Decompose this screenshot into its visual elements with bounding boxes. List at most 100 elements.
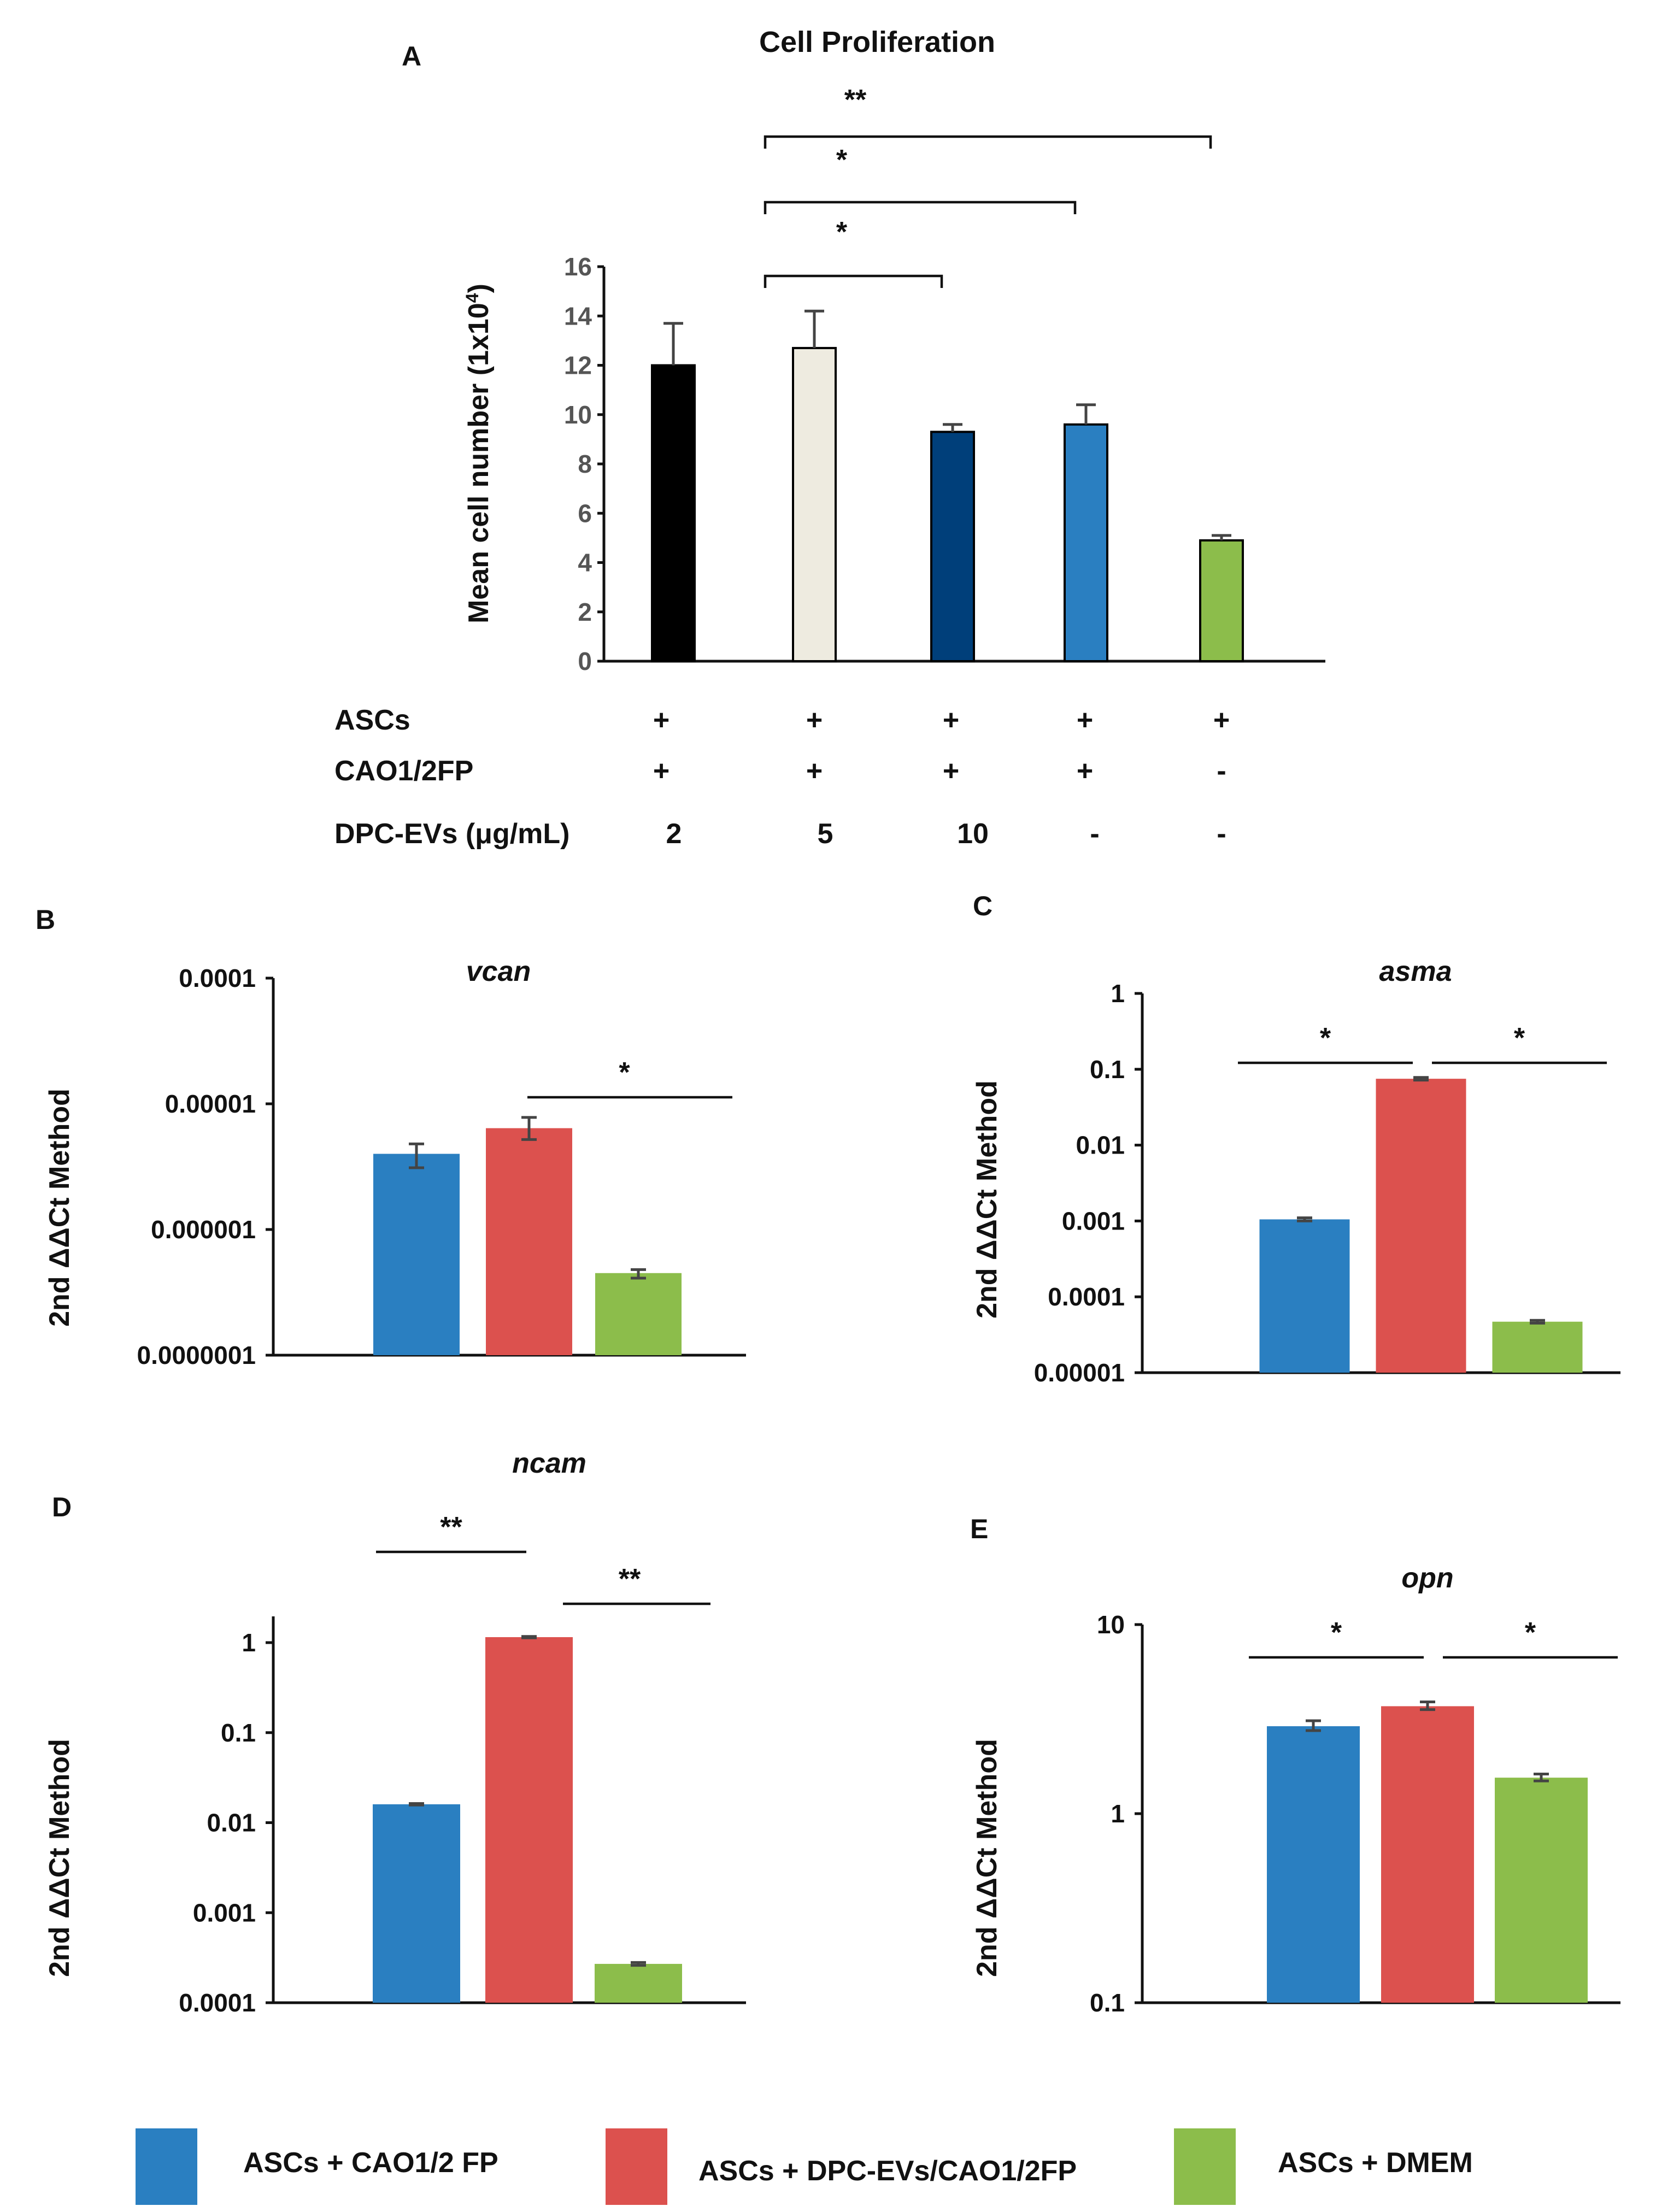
bar-b xyxy=(486,1128,572,1355)
y-tick-label-d: 1 xyxy=(242,1628,256,1657)
condition-row-value: + xyxy=(1213,704,1230,736)
legend-label-0: ASCs + CAO1/2 FP xyxy=(243,2147,498,2179)
chart-title-a: Cell Proliferation xyxy=(759,26,995,58)
y-axis-label-a-superscript: 4 xyxy=(462,293,482,303)
y-axis-label-b: 2nd ΔΔCt Method xyxy=(44,1089,75,1327)
significance-label-e: * xyxy=(1525,1617,1536,1649)
y-tick-label-c: 0.1 xyxy=(1090,1055,1125,1084)
chart-title-e: opn xyxy=(1401,1562,1453,1594)
bar-a xyxy=(651,364,696,662)
bar-c xyxy=(1492,1321,1583,1373)
y-tick-label-a: 16 xyxy=(564,252,592,281)
condition-row-value: - xyxy=(1217,818,1226,850)
legend-label-1: ASCs + DPC-EVs/CAO1/2FP xyxy=(698,2155,1077,2187)
legend-item: ASCs + CAO1/2 FP xyxy=(136,2128,498,2205)
panel-b: B vcan 2nd ΔΔCt Method 0.0000001 0.000001… xyxy=(36,904,746,1369)
significance-label-a: * xyxy=(836,144,848,176)
bar-a xyxy=(1064,423,1108,662)
significance-label-c: * xyxy=(1514,1022,1525,1054)
y-tick-label-d: 0.1 xyxy=(221,1719,256,1747)
y-tick-label-e: 10 xyxy=(1097,1610,1125,1639)
y-tick-label-e: 0.1 xyxy=(1090,1989,1125,2017)
bar-d xyxy=(485,1637,573,2003)
condition-row-value: + xyxy=(943,755,959,787)
condition-row-label: ASCs xyxy=(334,704,410,736)
y-tick-label-c: 0.0001 xyxy=(1048,1283,1125,1311)
condition-row-value: 10 xyxy=(957,818,989,850)
legend-swatch-0 xyxy=(136,2128,197,2205)
y-axis-label-a-end: ) xyxy=(463,284,495,293)
bar-c xyxy=(1259,1219,1350,1373)
panel-e: E opn 2nd ΔΔCt Method 0.1 1 10 * * xyxy=(970,1514,1620,2017)
y-tick-label-c: 1 xyxy=(1111,979,1125,1008)
significance-bracket-a xyxy=(764,135,1212,149)
condition-row-value: + xyxy=(1077,755,1093,787)
significance-label-d: ** xyxy=(619,1563,641,1595)
legend-item: ASCs + DMEM xyxy=(1174,2128,1473,2205)
bar-b xyxy=(373,1154,460,1355)
significance-bracket-a xyxy=(764,274,943,288)
significance-label-d: ** xyxy=(440,1511,462,1543)
y-tick-label-c: 0.00001 xyxy=(1034,1358,1125,1387)
y-tick-label-a: 0 xyxy=(578,647,592,675)
y-tick-label-d: 0.01 xyxy=(207,1809,256,1837)
y-tick-label-a: 8 xyxy=(578,450,592,478)
panel-c: C asma 2nd ΔΔCt Method 0.000010.00010.00… xyxy=(971,891,1620,1387)
legend-item: ASCs + DPC-EVs/CAO1/2FP xyxy=(606,2128,1077,2205)
significance-label-e: * xyxy=(1331,1617,1342,1649)
legend-label-2: ASCs + DMEM xyxy=(1278,2147,1473,2179)
panel-a: A Cell Proliferation Mean cell number (1… xyxy=(334,26,1325,850)
condition-row-value: + xyxy=(653,704,670,736)
y-tick-label-b: 0.0001 xyxy=(179,964,256,992)
y-tick-label-c: 0.01 xyxy=(1076,1131,1125,1160)
bar-b xyxy=(595,1273,682,1355)
condition-row-value: + xyxy=(653,755,670,787)
chart-title-d: ncam xyxy=(512,1448,586,1479)
y-tick-label-d: 0.001 xyxy=(193,1898,256,1927)
panel-letter-a: A xyxy=(402,41,421,72)
significance-label-a: ** xyxy=(844,84,867,116)
significance-label-a: * xyxy=(836,216,848,248)
marks-b: 0.0000001 0.000001 0.00001 0.0001 * xyxy=(137,964,746,1369)
significance-label-c: * xyxy=(1320,1022,1331,1054)
y-tick-label-c: 0.001 xyxy=(1062,1207,1125,1235)
bar-e xyxy=(1381,1706,1474,2003)
condition-row-value: - xyxy=(1090,818,1099,850)
bar-a xyxy=(792,346,837,662)
condition-row-value: 2 xyxy=(666,818,682,850)
panel-letter-e: E xyxy=(970,1514,988,1544)
chart-title-c: asma xyxy=(1379,956,1452,987)
condition-row-value: - xyxy=(1217,755,1226,787)
y-tick-label-b: 0.0000001 xyxy=(137,1341,256,1369)
legend: ASCs + CAO1/2 FP ASCs + DPC-EVs/CAO1/2FP… xyxy=(136,2128,1473,2205)
marks-d: 0.0001 0.001 0.01 0.1 1 ** ** xyxy=(179,1511,746,2017)
panel-letter-d: D xyxy=(52,1492,72,1522)
legend-swatch-2 xyxy=(1174,2128,1236,2205)
condition-row-label: CAO1/2FP xyxy=(334,755,473,787)
condition-row-value: + xyxy=(806,755,823,787)
significance-label-b: * xyxy=(619,1057,630,1089)
panel-letter-b: B xyxy=(36,904,55,935)
bar-d xyxy=(595,1963,682,2003)
y-tick-label-a: 14 xyxy=(564,302,592,330)
y-tick-label-a: 4 xyxy=(578,549,592,577)
panel-d: D ncam 2nd ΔΔCt Method 0.00010.0010.010.… xyxy=(44,1448,746,2017)
condition-row-value: 5 xyxy=(818,818,833,850)
y-tick-label-a: 2 xyxy=(578,598,592,626)
bar-a xyxy=(1199,539,1244,663)
bar-e xyxy=(1495,1778,1588,2003)
condition-row-value: + xyxy=(806,704,823,736)
y-tick-label-a: 12 xyxy=(564,351,592,380)
condition-row-value: + xyxy=(943,704,959,736)
y-axis-label-c: 2nd ΔΔCt Method xyxy=(971,1080,1003,1319)
marks-c: 0.00001 0.0001 0.001 0.01 0.1 1 * * xyxy=(1034,979,1620,1387)
y-tick-label-a: 6 xyxy=(578,499,592,527)
bar-d xyxy=(373,1804,460,2003)
y-tick-label-a: 10 xyxy=(564,401,592,429)
marks-e: 0.1 1 10 * * xyxy=(1090,1610,1620,2017)
y-axis-label-a: Mean cell number (1x104) xyxy=(462,284,495,623)
y-tick-label-d: 0.0001 xyxy=(179,1989,256,2017)
significance-bracket-a xyxy=(764,201,1077,214)
